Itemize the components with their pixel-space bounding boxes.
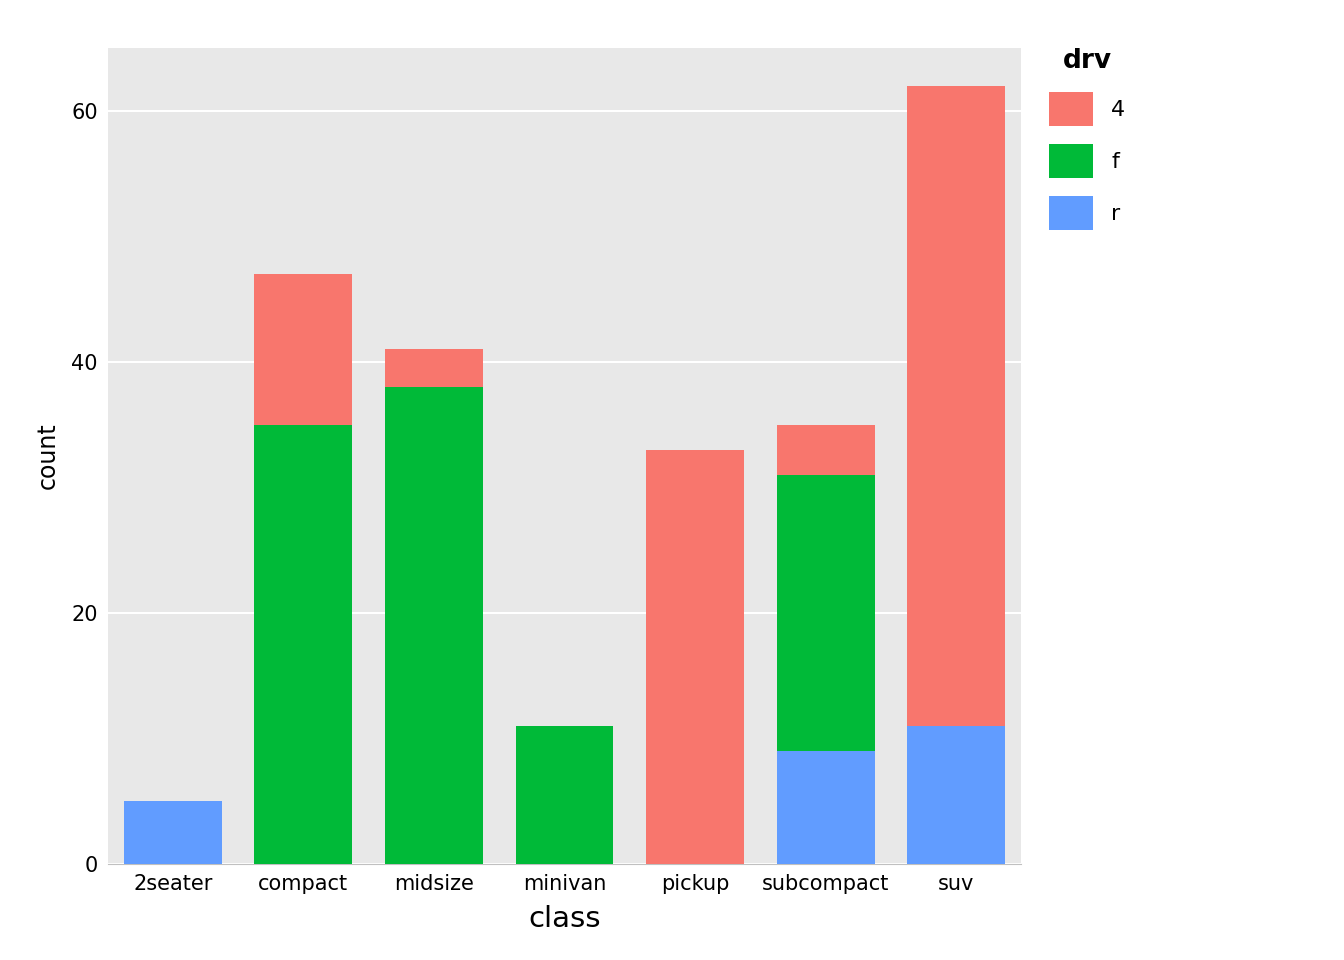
Bar	[777, 424, 875, 475]
X-axis label: class: class	[528, 905, 601, 933]
Bar	[124, 802, 222, 864]
Bar	[907, 726, 1005, 864]
Bar	[384, 387, 482, 864]
Bar	[777, 475, 875, 751]
Bar	[646, 449, 745, 864]
Bar	[254, 274, 352, 424]
Bar	[384, 349, 482, 387]
Bar	[777, 751, 875, 864]
Bar	[516, 726, 613, 864]
Bar	[907, 85, 1005, 726]
Y-axis label: count: count	[36, 422, 60, 490]
Legend: 4, f, r: 4, f, r	[1048, 48, 1125, 230]
Bar	[254, 424, 352, 864]
